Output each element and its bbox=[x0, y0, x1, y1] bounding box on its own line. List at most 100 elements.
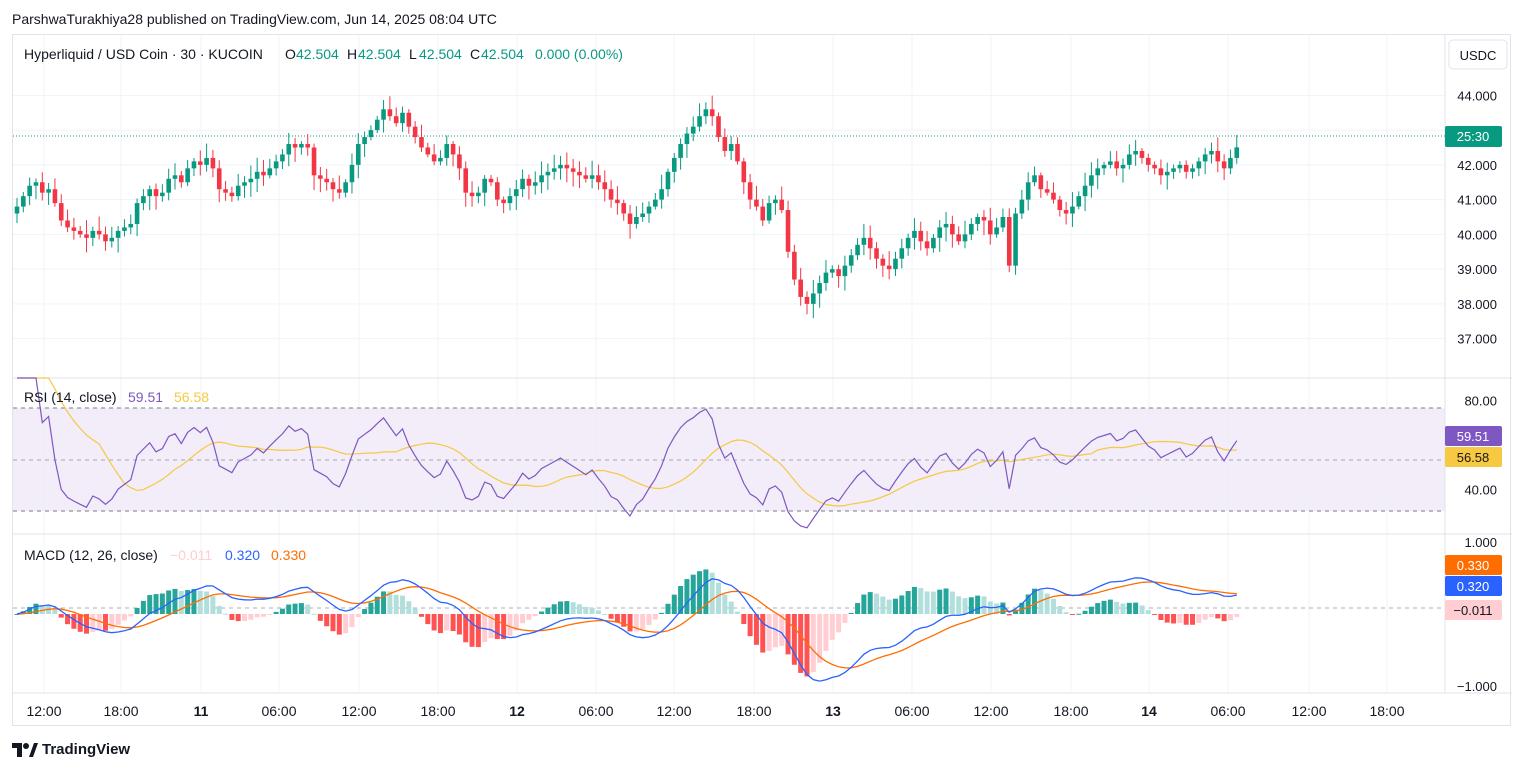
candle-body bbox=[122, 227, 127, 231]
rsi-legend-ma-value: 56.58 bbox=[174, 389, 209, 405]
macd-hist-bar bbox=[848, 612, 854, 614]
candle-body bbox=[273, 161, 279, 169]
candle-body bbox=[204, 157, 209, 165]
chart-canvas[interactable]: Hyperliquid / USD Coin · 30 · KUCOIN O 4… bbox=[13, 35, 1512, 727]
macd-hist-bar bbox=[153, 594, 159, 614]
time-axis-label: 18:00 bbox=[420, 703, 455, 719]
legend-low-value: 42.504 bbox=[419, 46, 462, 62]
macd-hist-bar bbox=[96, 614, 102, 631]
time-axis-label: 06:00 bbox=[578, 703, 613, 719]
macd-hist-bar bbox=[109, 614, 115, 629]
macd-hist-bar bbox=[1227, 614, 1233, 621]
candle-body bbox=[994, 227, 999, 235]
price-axis-label: 42.000 bbox=[1457, 158, 1497, 173]
macd-hist-bar bbox=[71, 614, 77, 629]
last-price-badge bbox=[1445, 126, 1502, 147]
candle-body bbox=[476, 192, 481, 197]
legend-close-value: 42.504 bbox=[481, 46, 524, 62]
candle-body bbox=[703, 109, 709, 117]
macd-hist-bar bbox=[734, 611, 740, 614]
macd-hist-bar bbox=[311, 613, 317, 615]
candle-body bbox=[368, 130, 374, 138]
candle-body bbox=[513, 189, 519, 197]
macd-hist-bar bbox=[905, 591, 911, 614]
macd-hist-bar bbox=[564, 601, 570, 614]
candle-body bbox=[684, 133, 690, 145]
macd-hist-bar bbox=[1069, 614, 1075, 615]
macd-hist-bar bbox=[501, 614, 507, 640]
candle-body bbox=[811, 293, 816, 304]
macd-hist-bar bbox=[1139, 605, 1145, 614]
candle-body bbox=[507, 196, 513, 204]
macd-hist-bar bbox=[716, 582, 722, 614]
candle-body bbox=[324, 178, 329, 183]
price-axis-label: 44.000 bbox=[1457, 88, 1497, 103]
tradingview-logo[interactable]: TradingView bbox=[12, 741, 130, 758]
macd-hist-bar bbox=[532, 614, 538, 617]
macd-hist-bar bbox=[886, 599, 892, 614]
macd-hist-bar bbox=[1114, 601, 1120, 614]
macd-hist-bar bbox=[930, 591, 936, 614]
macd-hist-bar bbox=[1057, 605, 1063, 614]
macd-hist-bar bbox=[456, 614, 462, 635]
candle-body bbox=[981, 217, 987, 221]
candle-body bbox=[785, 210, 791, 252]
candle-body bbox=[1133, 150, 1138, 155]
chart-frame[interactable]: Hyperliquid / USD Coin · 30 · KUCOIN O 4… bbox=[12, 34, 1512, 727]
candle-body bbox=[690, 126, 696, 134]
macd-hist-bar bbox=[412, 608, 418, 614]
candle-body bbox=[387, 109, 393, 117]
macd-hist-bar bbox=[298, 603, 304, 614]
candle-body bbox=[33, 182, 39, 186]
macd-hist-bar bbox=[659, 612, 665, 614]
macd-hist-bar bbox=[741, 614, 747, 624]
macd-hist-bar bbox=[191, 588, 197, 614]
macd-line-badge-text: 0.320 bbox=[1457, 579, 1490, 594]
macd-hist-bar bbox=[115, 614, 121, 625]
candle-body bbox=[716, 116, 721, 138]
candle-body bbox=[829, 269, 835, 273]
candle-body bbox=[419, 137, 424, 148]
rsi-value-badge bbox=[1445, 426, 1502, 446]
candle-body bbox=[539, 175, 544, 183]
macd-hist-bar bbox=[324, 614, 330, 627]
candle-body bbox=[103, 234, 108, 242]
candle-body bbox=[305, 144, 311, 148]
candle-body bbox=[956, 234, 961, 242]
candle-body bbox=[77, 230, 83, 235]
candle-body bbox=[21, 196, 26, 207]
rsi-legend-value: 59.51 bbox=[128, 389, 163, 405]
macd-hist-bar bbox=[349, 614, 355, 627]
candle-body bbox=[96, 230, 102, 235]
candle-body bbox=[179, 175, 184, 183]
macd-hist-bar bbox=[267, 614, 273, 615]
time-axis-label: 12:00 bbox=[341, 703, 376, 719]
macd-hist-bar bbox=[463, 614, 469, 643]
time-axis[interactable]: 12:00 18:00 11 06:00 12:00 18:00 12 06:00 12:00 1… bbox=[26, 703, 1404, 719]
macd-line-badge bbox=[1445, 576, 1502, 596]
macd-hist-bar bbox=[1006, 614, 1012, 616]
candle-body bbox=[355, 144, 361, 165]
macd-signal-line bbox=[16, 581, 1237, 669]
candle-body bbox=[1152, 164, 1157, 169]
candle-body bbox=[235, 185, 241, 197]
candle-body bbox=[482, 178, 487, 193]
macd-hist-bar bbox=[159, 593, 165, 614]
macd-hist-bar bbox=[90, 614, 96, 632]
candle-body bbox=[836, 269, 841, 277]
macd-hist-bar bbox=[248, 614, 254, 620]
macd-hist-bar bbox=[1145, 610, 1151, 614]
currency-button-label[interactable]: USDC bbox=[1460, 48, 1497, 63]
rsi-ma-line bbox=[17, 377, 1237, 507]
candle-body bbox=[343, 182, 348, 193]
macd-hist-bar bbox=[27, 606, 33, 614]
macd-hist-bar bbox=[292, 603, 298, 614]
macd-hist-bar bbox=[513, 614, 519, 631]
macd-hist-bar bbox=[362, 609, 368, 614]
candle-body bbox=[311, 147, 317, 176]
currency-button[interactable] bbox=[1448, 39, 1508, 70]
macd-signal-badge-text: 0.330 bbox=[1457, 558, 1490, 573]
candle-body bbox=[84, 234, 89, 238]
candle-body bbox=[1013, 213, 1018, 266]
macd-hist-bar bbox=[1025, 594, 1031, 614]
